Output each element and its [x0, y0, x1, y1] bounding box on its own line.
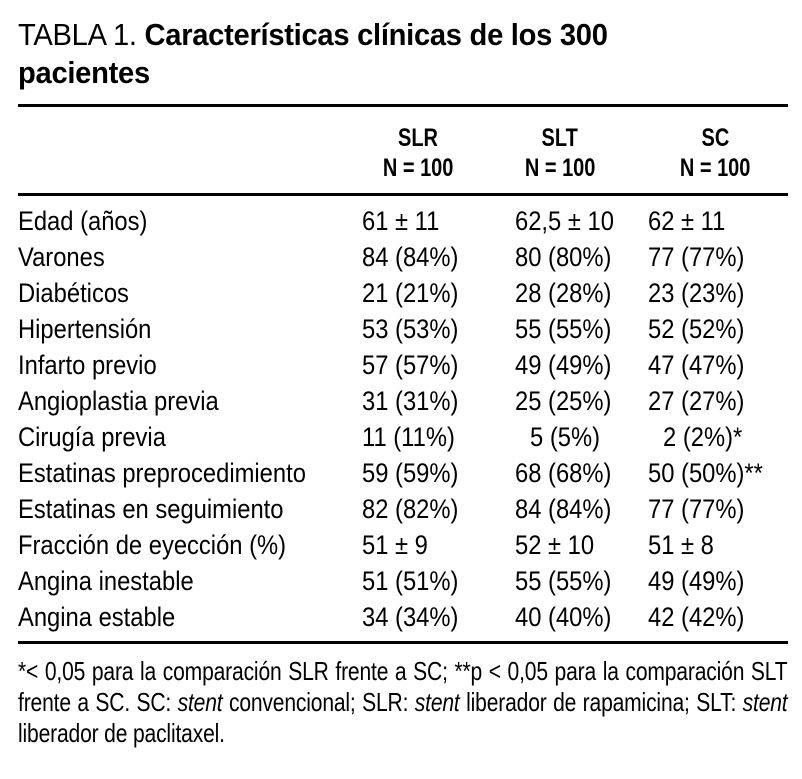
header-rule [18, 193, 788, 196]
cell-sc: 47 (47%) [648, 349, 745, 380]
table-row: Cirugía previa 11 (11%) 5 (5%) 2 (2%)* [18, 419, 788, 455]
cell-slt: 25 (25%) [515, 385, 612, 416]
col-sc-name: SC [701, 124, 729, 152]
table-row: Angioplastia previa 31 (31%) 25 (25%) 27… [18, 383, 788, 419]
table-footnote: *< 0,05 para la comparación SLR frente a… [18, 656, 788, 749]
cell-slr: 31 (31%) [362, 385, 459, 416]
row-label: Cirugía previa [18, 421, 166, 452]
cell-sc: 62 ± 11 [648, 205, 726, 236]
cell-slr: 59 (59%) [362, 457, 459, 488]
footnote-text: convencional; SLR: [222, 687, 415, 717]
cell-slt: 52 ± 10 [515, 529, 595, 560]
table-row: Diabéticos 21 (21%) 28 (28%) 23 (23%) [18, 275, 788, 311]
table-row: Edad (años) 61 ± 11 62,5 ± 10 62 ± 11 [18, 203, 788, 239]
header-spacer [18, 123, 362, 183]
table-row: Infarto previo 57 (57%) 49 (49%) 47 (47%… [18, 347, 788, 383]
row-label: Angioplastia previa [18, 385, 219, 416]
cell-sc: 2 (2%)* [663, 421, 743, 452]
cell-slr: 21 (21%) [362, 277, 459, 308]
table-figure: TABLA 1. Características clínicas de los… [0, 16, 802, 749]
cell-slr: 82 (82%) [362, 493, 459, 524]
cell-slr: 34 (34%) [362, 601, 459, 632]
cell-slt: 28 (28%) [515, 277, 612, 308]
table-title-text: Características clínicas de los 300 [144, 17, 608, 52]
cell-slt: 55 (55%) [515, 313, 612, 344]
col-slt-n: N = 100 [524, 154, 596, 182]
cell-slt: 62,5 ± 10 [515, 205, 614, 236]
cell-slt: 68 (68%) [515, 457, 612, 488]
col-slr-name: SLR [398, 124, 438, 152]
col-slr-n: N = 100 [382, 154, 454, 182]
cell-sc: 77 (77%) [648, 241, 745, 272]
table-title: TABLA 1. Características clínicas de los… [18, 16, 788, 92]
cell-slt: 55 (55%) [515, 565, 612, 596]
cell-sc: 50 (50%)** [648, 457, 763, 488]
table-row: Angina estable 34 (34%) 40 (40%) 42 (42%… [18, 599, 788, 635]
footnote-stent-italic: stent [414, 687, 460, 717]
header-col-sc: SC N = 100 [648, 123, 788, 183]
table-row: Estatinas preprocedimiento 59 (59%) 68 (… [18, 455, 788, 491]
footnote-text: liberador de rapamicina; SLT: [459, 687, 743, 717]
cell-slt: 84 (84%) [515, 493, 612, 524]
cell-slt: 49 (49%) [515, 349, 612, 380]
table-body: Edad (años) 61 ± 11 62,5 ± 10 62 ± 11 Va… [18, 196, 788, 641]
top-rule [18, 104, 788, 107]
table-header-row: SLR N = 100 SLT N = 100 SC N = 100 [18, 107, 788, 193]
table-row: Hipertensión 53 (53%) 55 (55%) 52 (52%) [18, 311, 788, 347]
cell-slr: 61 ± 11 [362, 205, 440, 236]
row-label: Hipertensión [18, 313, 152, 344]
row-label: Diabéticos [18, 277, 129, 308]
table-row: Estatinas en seguimiento 82 (82%) 84 (84… [18, 491, 788, 527]
cell-slr: 51 (51%) [362, 565, 459, 596]
col-sc-n: N = 100 [679, 154, 751, 182]
cell-sc: 23 (23%) [648, 277, 745, 308]
table-number: TABLA 1. [18, 17, 137, 52]
table-title-line1: TABLA 1. Características clínicas de los… [18, 16, 742, 54]
row-label: Angina estable [18, 601, 176, 632]
cell-sc: 52 (52%) [648, 313, 745, 344]
row-label: Fracción de eyección (%) [18, 529, 287, 560]
cell-sc: 27 (27%) [648, 385, 745, 416]
cell-slt: 40 (40%) [515, 601, 612, 632]
cell-sc: 49 (49%) [648, 565, 745, 596]
row-label: Edad (años) [18, 205, 148, 236]
table-title-line2: pacientes [18, 55, 150, 90]
footnote-text: liberador de paclitaxel. [18, 718, 225, 748]
row-label: Estatinas en seguimiento [18, 493, 284, 524]
cell-slr: 51 ± 9 [362, 529, 428, 560]
cell-slr: 53 (53%) [362, 313, 459, 344]
cell-slt: 5 (5%) [530, 421, 600, 452]
row-label: Varones [18, 241, 105, 272]
col-slt-name: SLT [541, 124, 579, 152]
table-row: Varones 84 (84%) 80 (80%) 77 (77%) [18, 239, 788, 275]
cell-sc: 77 (77%) [648, 493, 745, 524]
cell-sc: 51 ± 8 [648, 529, 714, 560]
footnote-stent-italic: stent [177, 687, 223, 717]
row-label: Infarto previo [18, 349, 157, 380]
table-row: Angina inestable 51 (51%) 55 (55%) 49 (4… [18, 563, 788, 599]
cell-slr: 57 (57%) [362, 349, 459, 380]
header-col-slt: SLT N = 100 [515, 123, 648, 183]
row-label: Angina inestable [18, 565, 194, 596]
cell-sc: 42 (42%) [648, 601, 745, 632]
footnote-stent-italic: stent [742, 687, 788, 717]
cell-slr: 11 (11%) [362, 421, 455, 452]
table-row: Fracción de eyección (%) 51 ± 9 52 ± 10 … [18, 527, 788, 563]
cell-slr: 84 (84%) [362, 241, 459, 272]
row-label: Estatinas preprocedimiento [18, 457, 306, 488]
bottom-rule [18, 641, 788, 644]
footnote-text: *< 0,05 para la comparación SLR frente a… [18, 656, 788, 717]
header-col-slr: SLR N = 100 [362, 123, 515, 183]
cell-slt: 80 (80%) [515, 241, 612, 272]
